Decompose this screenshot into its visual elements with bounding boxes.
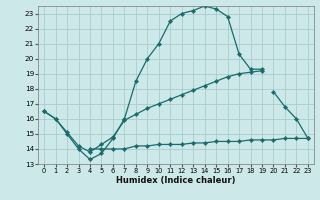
X-axis label: Humidex (Indice chaleur): Humidex (Indice chaleur) [116, 176, 236, 185]
